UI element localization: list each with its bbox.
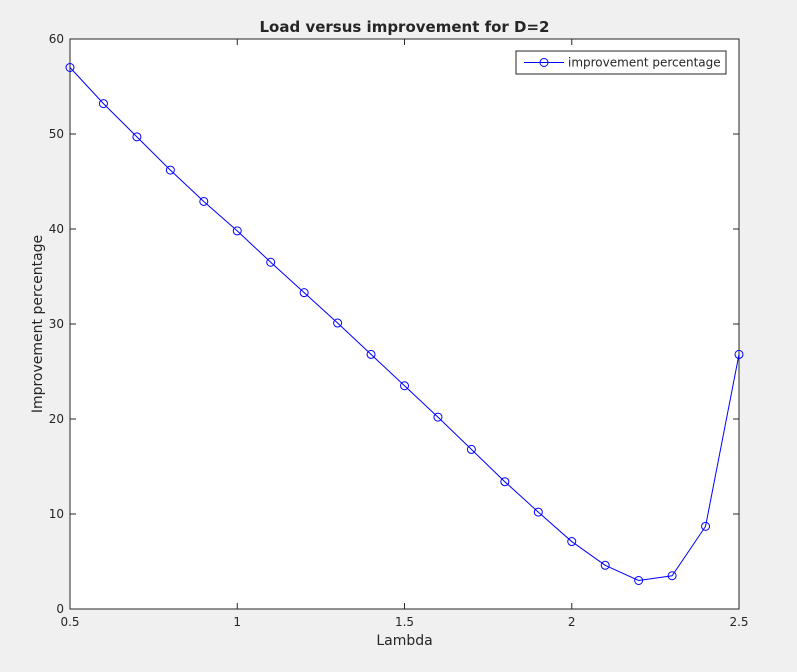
y-tick-label: 20 — [49, 412, 64, 426]
data-point — [567, 537, 577, 547]
data-point — [132, 132, 142, 142]
data-point — [533, 507, 543, 517]
data-point — [333, 318, 343, 328]
series-line — [69, 67, 740, 582]
data-point — [65, 63, 75, 72]
legend-box — [515, 50, 727, 75]
legend-marker — [539, 58, 549, 67]
data-point — [734, 349, 744, 359]
data-point — [433, 412, 443, 422]
legend: improvement percentage — [515, 50, 727, 75]
x-tick-label: 2 — [568, 615, 576, 629]
y-tick-label: 10 — [49, 507, 64, 521]
legend-label: improvement percentage — [568, 56, 721, 70]
x-tick-label: 1.5 — [395, 615, 414, 629]
data-point — [466, 444, 476, 454]
data-point — [400, 381, 409, 391]
plot-area — [69, 38, 740, 610]
y-tick-label: 0 — [56, 602, 64, 616]
y-tick-label: 60 — [49, 32, 64, 46]
y-tick-label: 50 — [49, 127, 64, 141]
data-point — [232, 226, 242, 236]
data-point — [165, 165, 175, 175]
data-point — [500, 477, 510, 487]
data-point — [667, 571, 677, 581]
x-tick-label: 1 — [233, 615, 241, 629]
chart-title: Load versus improvement for D=2 — [260, 18, 550, 36]
data-point — [600, 560, 610, 570]
y-axis-label: Improvement percentage — [30, 235, 46, 413]
data-point — [634, 576, 644, 585]
y-tick-label: 30 — [49, 317, 64, 331]
data-point — [266, 257, 276, 267]
data-point — [199, 196, 209, 206]
x-tick-label: 2.5 — [729, 615, 748, 629]
x-axis-label: Lambda — [376, 633, 432, 649]
x-tick-label: 0.5 — [60, 615, 79, 629]
data-point — [98, 99, 108, 109]
data-point — [299, 288, 309, 298]
data-point — [366, 349, 376, 359]
y-tick-label: 40 — [49, 222, 64, 236]
axes-ticks: 0.5 1 1.5 2 2.5 0 10 20 30 40 50 60 — [49, 32, 749, 629]
series-layer — [65, 63, 744, 585]
data-point — [701, 521, 711, 531]
